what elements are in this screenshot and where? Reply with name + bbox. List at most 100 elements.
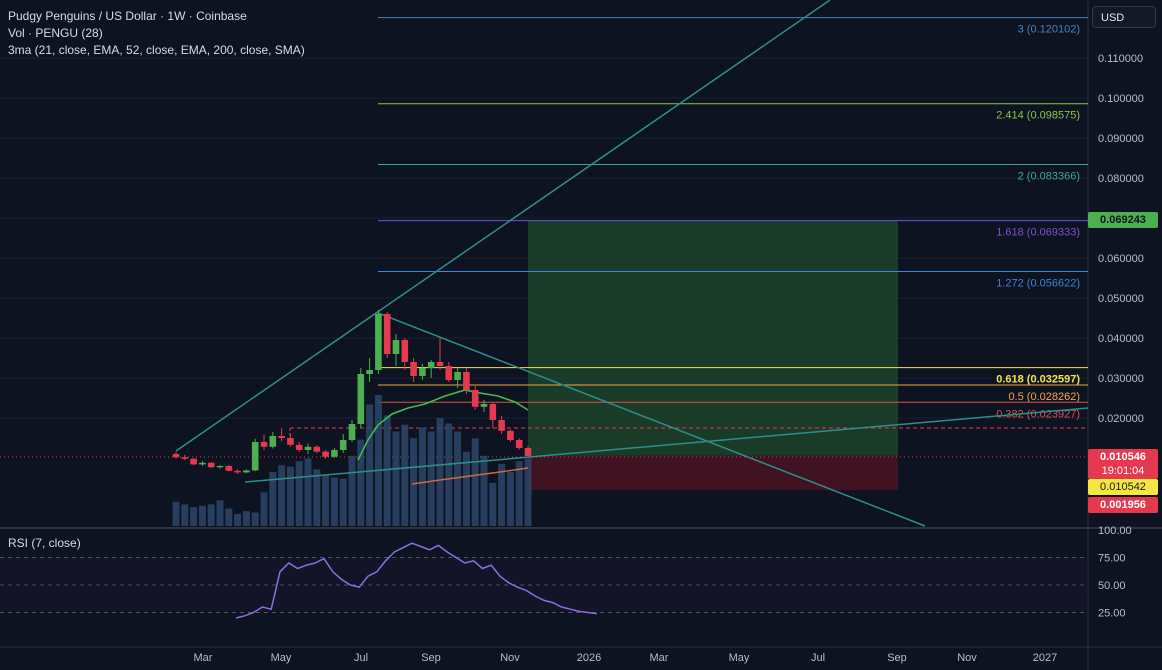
volume-bar (172, 501, 180, 526)
rsi-axis-label: 25.00 (1098, 608, 1126, 620)
ascending-trendline (175, 0, 831, 452)
time-axis-label: Sep (421, 652, 441, 664)
time-axis-label: 2026 (577, 652, 601, 664)
candle-body (480, 404, 488, 407)
candle-body (322, 451, 329, 457)
volume-bar (410, 438, 418, 526)
candle-body (269, 436, 277, 447)
candle-body (366, 370, 373, 374)
candle-body (260, 442, 268, 447)
candle-body (401, 340, 409, 362)
volume-bar (330, 477, 338, 526)
ema-21-line (357, 389, 529, 461)
candle-body (454, 372, 461, 380)
candle-body (357, 374, 365, 424)
descending-trendline (377, 312, 926, 527)
volume-bar (269, 472, 277, 526)
volume-bar (260, 492, 268, 526)
candle-body (489, 404, 497, 420)
candle-body (427, 362, 435, 368)
candle-body (339, 440, 347, 450)
time-axis-label: Nov (500, 652, 520, 664)
candle-body (313, 446, 321, 452)
candle-body (524, 448, 532, 456)
volume-bar (524, 458, 532, 526)
candle-body (216, 466, 224, 468)
price-axis-label: 0.060000 (1098, 253, 1144, 265)
candle-body (392, 340, 400, 354)
volume-bar (454, 431, 462, 526)
price-axis-label: 0.040000 (1098, 333, 1144, 345)
rsi-legend[interactable]: RSI (7, close) (8, 536, 81, 550)
volume-bar (418, 427, 426, 526)
volume-bar (366, 404, 374, 526)
fib-level-label: 0.618 (0.032597) (996, 374, 1080, 386)
volume-bar (462, 451, 470, 526)
volume-bar (278, 465, 286, 526)
rsi-axis-label: 100.00 (1098, 525, 1132, 537)
volume-bar (216, 500, 224, 526)
support-trendline (244, 407, 1089, 483)
ema-52-line (411, 467, 529, 485)
volume-bar (251, 512, 259, 526)
time-axis-label: May (271, 652, 292, 664)
candle-body (515, 440, 523, 448)
price-axis-label: 0.030000 (1098, 373, 1144, 385)
fib-level-label: 1.618 (0.069333) (996, 227, 1080, 239)
price-axis-label: 0.100000 (1098, 93, 1144, 105)
volume-bar (207, 504, 215, 526)
volume-bar (348, 455, 356, 526)
stop-price-badge: 0.001956 (1088, 497, 1158, 513)
target-price-badge: 0.069243 (1088, 212, 1158, 228)
volume-bar (339, 478, 347, 526)
time-axis-label: May (729, 652, 750, 664)
candle-body (199, 462, 206, 465)
volume-bar (374, 395, 382, 526)
rsi-axis-label: 75.00 (1098, 553, 1126, 565)
volume-bar (515, 461, 523, 526)
time-axis-label: Sep (887, 652, 907, 664)
currency-button[interactable]: USD (1092, 6, 1156, 28)
candle-body (172, 454, 180, 458)
volume-bar (471, 438, 479, 526)
candle-body (225, 466, 233, 471)
volume-bar (480, 455, 488, 526)
volume-bar (427, 431, 435, 526)
volume-bar (198, 505, 206, 526)
last-price-badge: 0.010546 (1088, 449, 1158, 465)
candle-body (234, 470, 241, 473)
candle-body (375, 314, 382, 370)
volume-bar (445, 423, 453, 526)
volume-bar (234, 513, 242, 526)
volume-bar (436, 418, 444, 526)
volume-legend[interactable]: Vol · PENGU (28) (8, 26, 103, 40)
candle-body (410, 362, 417, 376)
candle-body (243, 470, 250, 473)
candle-body (348, 424, 356, 440)
time-axis-label: 2027 (1033, 652, 1057, 664)
candle-body (251, 442, 259, 471)
price-axis-label: 0.050000 (1098, 293, 1144, 305)
volume-bar (242, 511, 250, 526)
candle-body (419, 368, 426, 376)
symbol-title[interactable]: Pudgy Penguins / US Dollar · 1W · Coinba… (8, 9, 247, 23)
candle-body (498, 420, 505, 431)
fib-level-label: 2.414 (0.098575) (996, 110, 1080, 122)
fib-level-label: 3 (0.120102) (1018, 24, 1080, 36)
fib-level-label: 2 (0.083366) (1018, 171, 1080, 183)
rsi-axis-label: 50.00 (1098, 580, 1126, 592)
profit-zone (528, 221, 898, 456)
fib-level-label: 0.5 (0.028262) (1008, 391, 1080, 403)
volume-bar (304, 458, 312, 526)
volume-bar (506, 472, 514, 526)
candle-body (304, 446, 312, 450)
volume-bar (489, 482, 497, 526)
volume-bar (392, 431, 400, 526)
candle-body (190, 458, 197, 465)
candle-body (471, 390, 479, 407)
ma-legend[interactable]: 3ma (21, close, EMA, 52, close, EMA, 200… (8, 43, 305, 57)
volume-bar (498, 463, 506, 526)
ma-value-badge: 0.010542 (1088, 479, 1158, 495)
